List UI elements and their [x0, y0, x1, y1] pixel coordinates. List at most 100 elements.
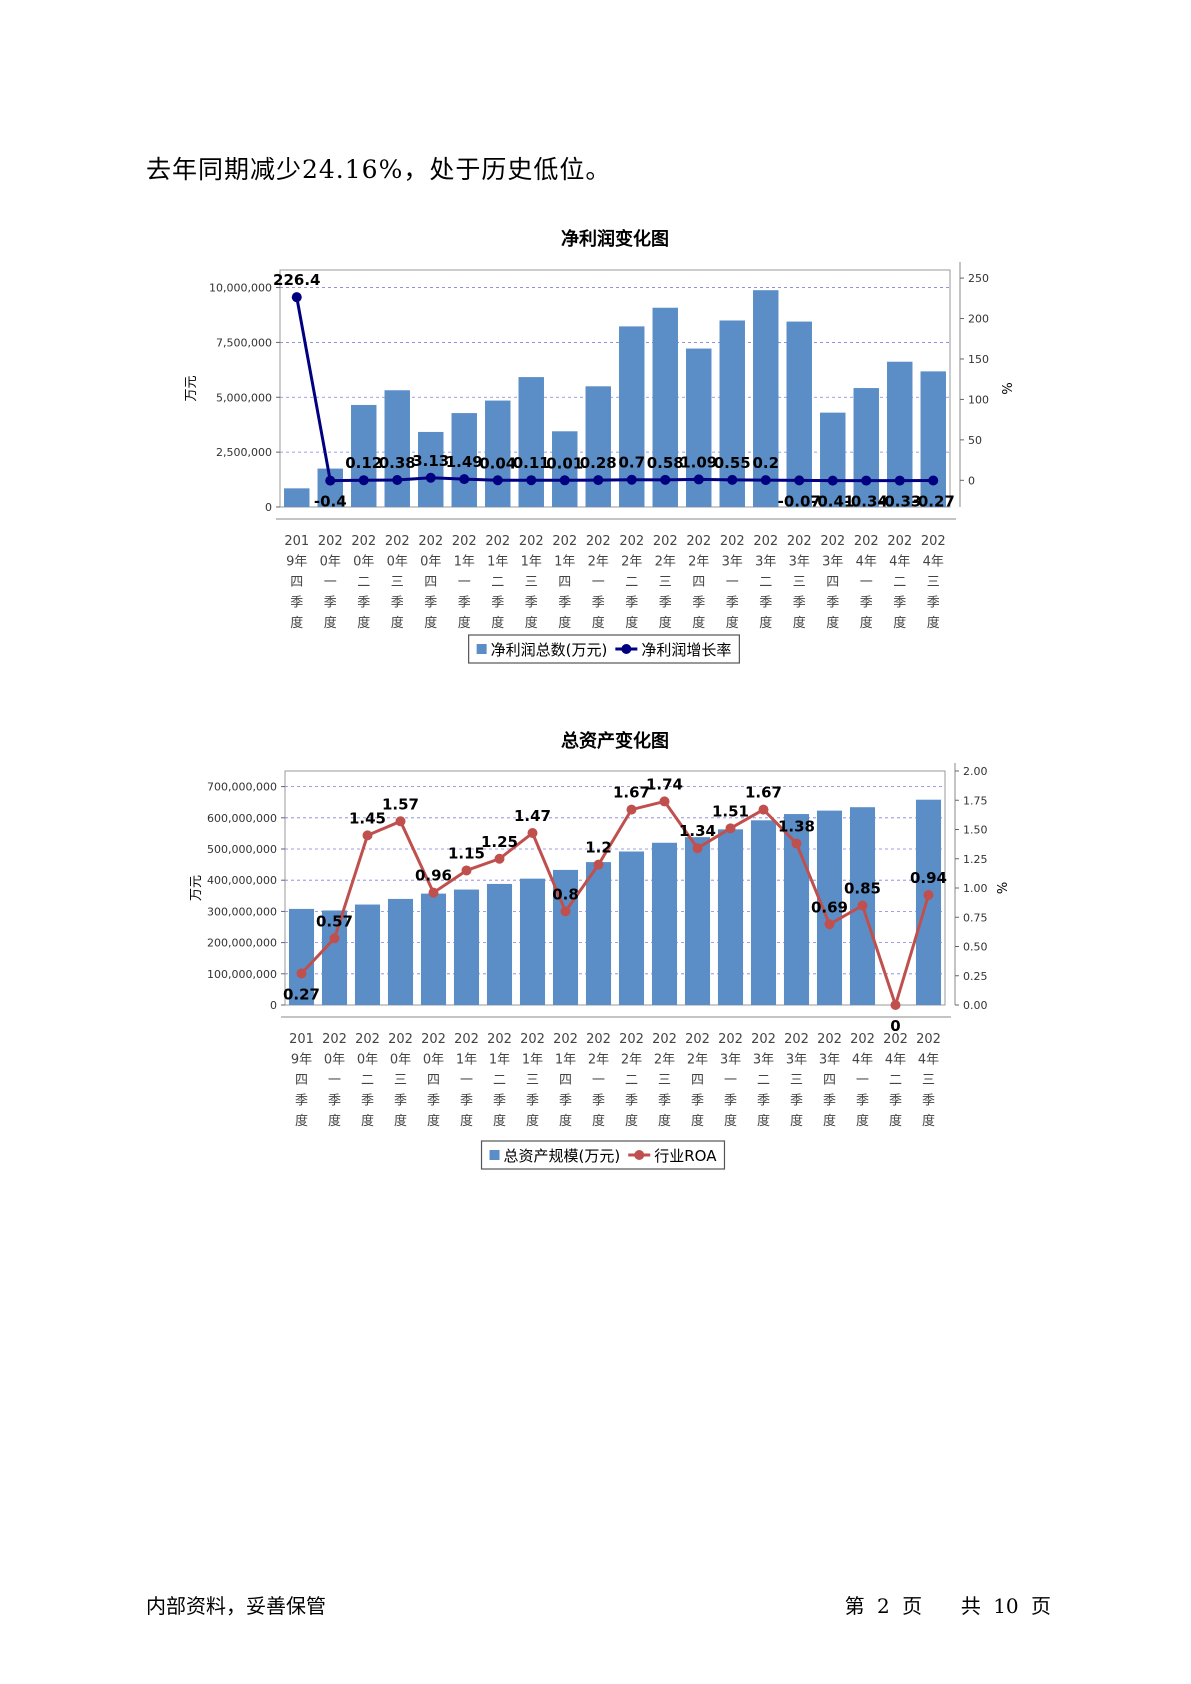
line-point — [392, 474, 403, 485]
bar — [652, 307, 678, 507]
y2-tick-label: 1.75 — [963, 794, 988, 807]
y2-tick-label: 1.25 — [963, 853, 988, 866]
x-tick-label: 202 4年二季度 — [887, 534, 912, 631]
bar — [585, 862, 612, 1005]
x-tick-label: 202 2年二季度 — [619, 1032, 644, 1129]
x-tick-label: 202 3年三季度 — [787, 534, 812, 631]
x-tick-label: 202 2年二季度 — [619, 534, 644, 631]
line-series — [295, 296, 934, 483]
y2-tick-label: 100 — [968, 393, 989, 406]
line-point — [296, 968, 307, 979]
legend: 总资产规模(万元) 行业ROA — [480, 1140, 726, 1170]
bar — [518, 377, 544, 507]
data-label: 1.74 — [646, 775, 683, 793]
y2-tick-label: 2.00 — [963, 765, 988, 778]
bar — [915, 799, 942, 1005]
x-tick-label: 202 0年三季度 — [385, 534, 410, 631]
x-tick-label: 201 9年四季度 — [289, 1032, 314, 1129]
y2-tick-label: 200 — [968, 313, 989, 326]
bar — [717, 829, 744, 1005]
y2-tick-label: 0 — [968, 474, 975, 487]
line-point — [291, 292, 302, 303]
data-label: -0.41 — [811, 493, 854, 511]
bar — [284, 488, 310, 507]
x-tick-label: 202 4年二季度 — [883, 1032, 908, 1129]
y-tick-label: 7,500,000 — [216, 336, 272, 349]
data-label: 0.28 — [580, 454, 617, 472]
data-label: 0.12 — [345, 454, 382, 472]
line-point — [626, 474, 637, 485]
bar — [753, 290, 779, 507]
data-label: 3.13 — [412, 452, 449, 470]
line-point — [428, 887, 439, 898]
x-tick-label: 202 4年一季度 — [850, 1032, 875, 1129]
line-point — [857, 900, 868, 911]
x-tick-label: 202 0年四季度 — [418, 534, 443, 631]
x-tick-label: 202 0年一季度 — [318, 534, 343, 631]
x-tick-label: 202 3年四季度 — [817, 1032, 842, 1129]
x-tick-label: 202 0年二季度 — [355, 1032, 380, 1129]
line-point — [794, 475, 805, 486]
legend-line-label: 净利润增长率 — [641, 641, 731, 659]
data-label: 1.47 — [514, 807, 551, 825]
line-point — [358, 475, 369, 486]
line-point — [325, 475, 336, 486]
y-tick-label: 10,000,000 — [209, 282, 272, 295]
x-tick-label: 202 3年二季度 — [753, 534, 778, 631]
x-tick-label: 202 3年一季度 — [718, 1032, 743, 1129]
y-tick-label: 700,000,000 — [207, 781, 277, 794]
data-label: 1.67 — [613, 784, 650, 802]
data-label: -0.4 — [314, 493, 347, 511]
data-label: -0.34 — [845, 493, 888, 511]
data-label: 1.2 — [585, 839, 612, 857]
bar — [384, 390, 410, 507]
legend-bar-label: 总资产规模(万元) — [504, 1147, 621, 1165]
x-tick-label: 202 1年四季度 — [552, 534, 577, 631]
bar — [485, 400, 511, 507]
y-axis-title: 万元 — [184, 375, 199, 401]
line-point — [659, 796, 670, 807]
line-point — [727, 474, 738, 485]
bar — [651, 842, 678, 1005]
x-tick-label: 202 2年三季度 — [652, 1032, 677, 1129]
line-point — [395, 816, 406, 827]
data-label: 1.25 — [481, 833, 518, 851]
total-prefix: 共 — [960, 1594, 981, 1618]
x-tick-label: 202 3年一季度 — [720, 534, 745, 631]
x-tick-label: 202 4年三季度 — [921, 534, 946, 631]
bar — [321, 910, 348, 1005]
line-point — [894, 475, 905, 486]
data-label: -0.27 — [912, 493, 955, 511]
data-label: 0.57 — [316, 912, 353, 930]
bar — [453, 889, 480, 1005]
x-tick-label: 202 2年四季度 — [686, 534, 711, 631]
y2-axis-title: % — [1001, 382, 1016, 394]
legend-bar-swatch — [489, 1150, 500, 1160]
data-label: 0.96 — [415, 867, 452, 885]
data-label: 0.01 — [546, 454, 583, 472]
bar — [451, 413, 477, 507]
data-label: 0.94 — [910, 869, 947, 887]
data-label: 1.09 — [680, 453, 717, 471]
x-tick-label: 202 1年一季度 — [454, 1032, 479, 1129]
y-tick-label: 600,000,000 — [207, 812, 277, 825]
line-point — [559, 475, 570, 486]
line-series — [300, 799, 930, 1007]
line-point — [527, 828, 538, 839]
legend-line-marker — [621, 644, 632, 654]
bar — [420, 893, 447, 1005]
bar — [585, 386, 611, 507]
bar — [552, 431, 578, 507]
legend: 净利润总数(万元) 净利润增长率 — [468, 634, 740, 664]
bar — [418, 431, 444, 507]
line-point — [861, 475, 872, 486]
data-label: 0.85 — [844, 880, 881, 898]
legend-box — [468, 634, 740, 664]
chart-title: 总资产变化图 — [561, 730, 669, 752]
legend-bar-swatch — [476, 644, 487, 654]
data-label: 0.11 — [513, 454, 550, 472]
bar — [816, 810, 843, 1005]
y2-tick-label: 250 — [968, 272, 989, 285]
y2-tick-label: 150 — [968, 353, 989, 366]
line-point — [461, 865, 472, 876]
